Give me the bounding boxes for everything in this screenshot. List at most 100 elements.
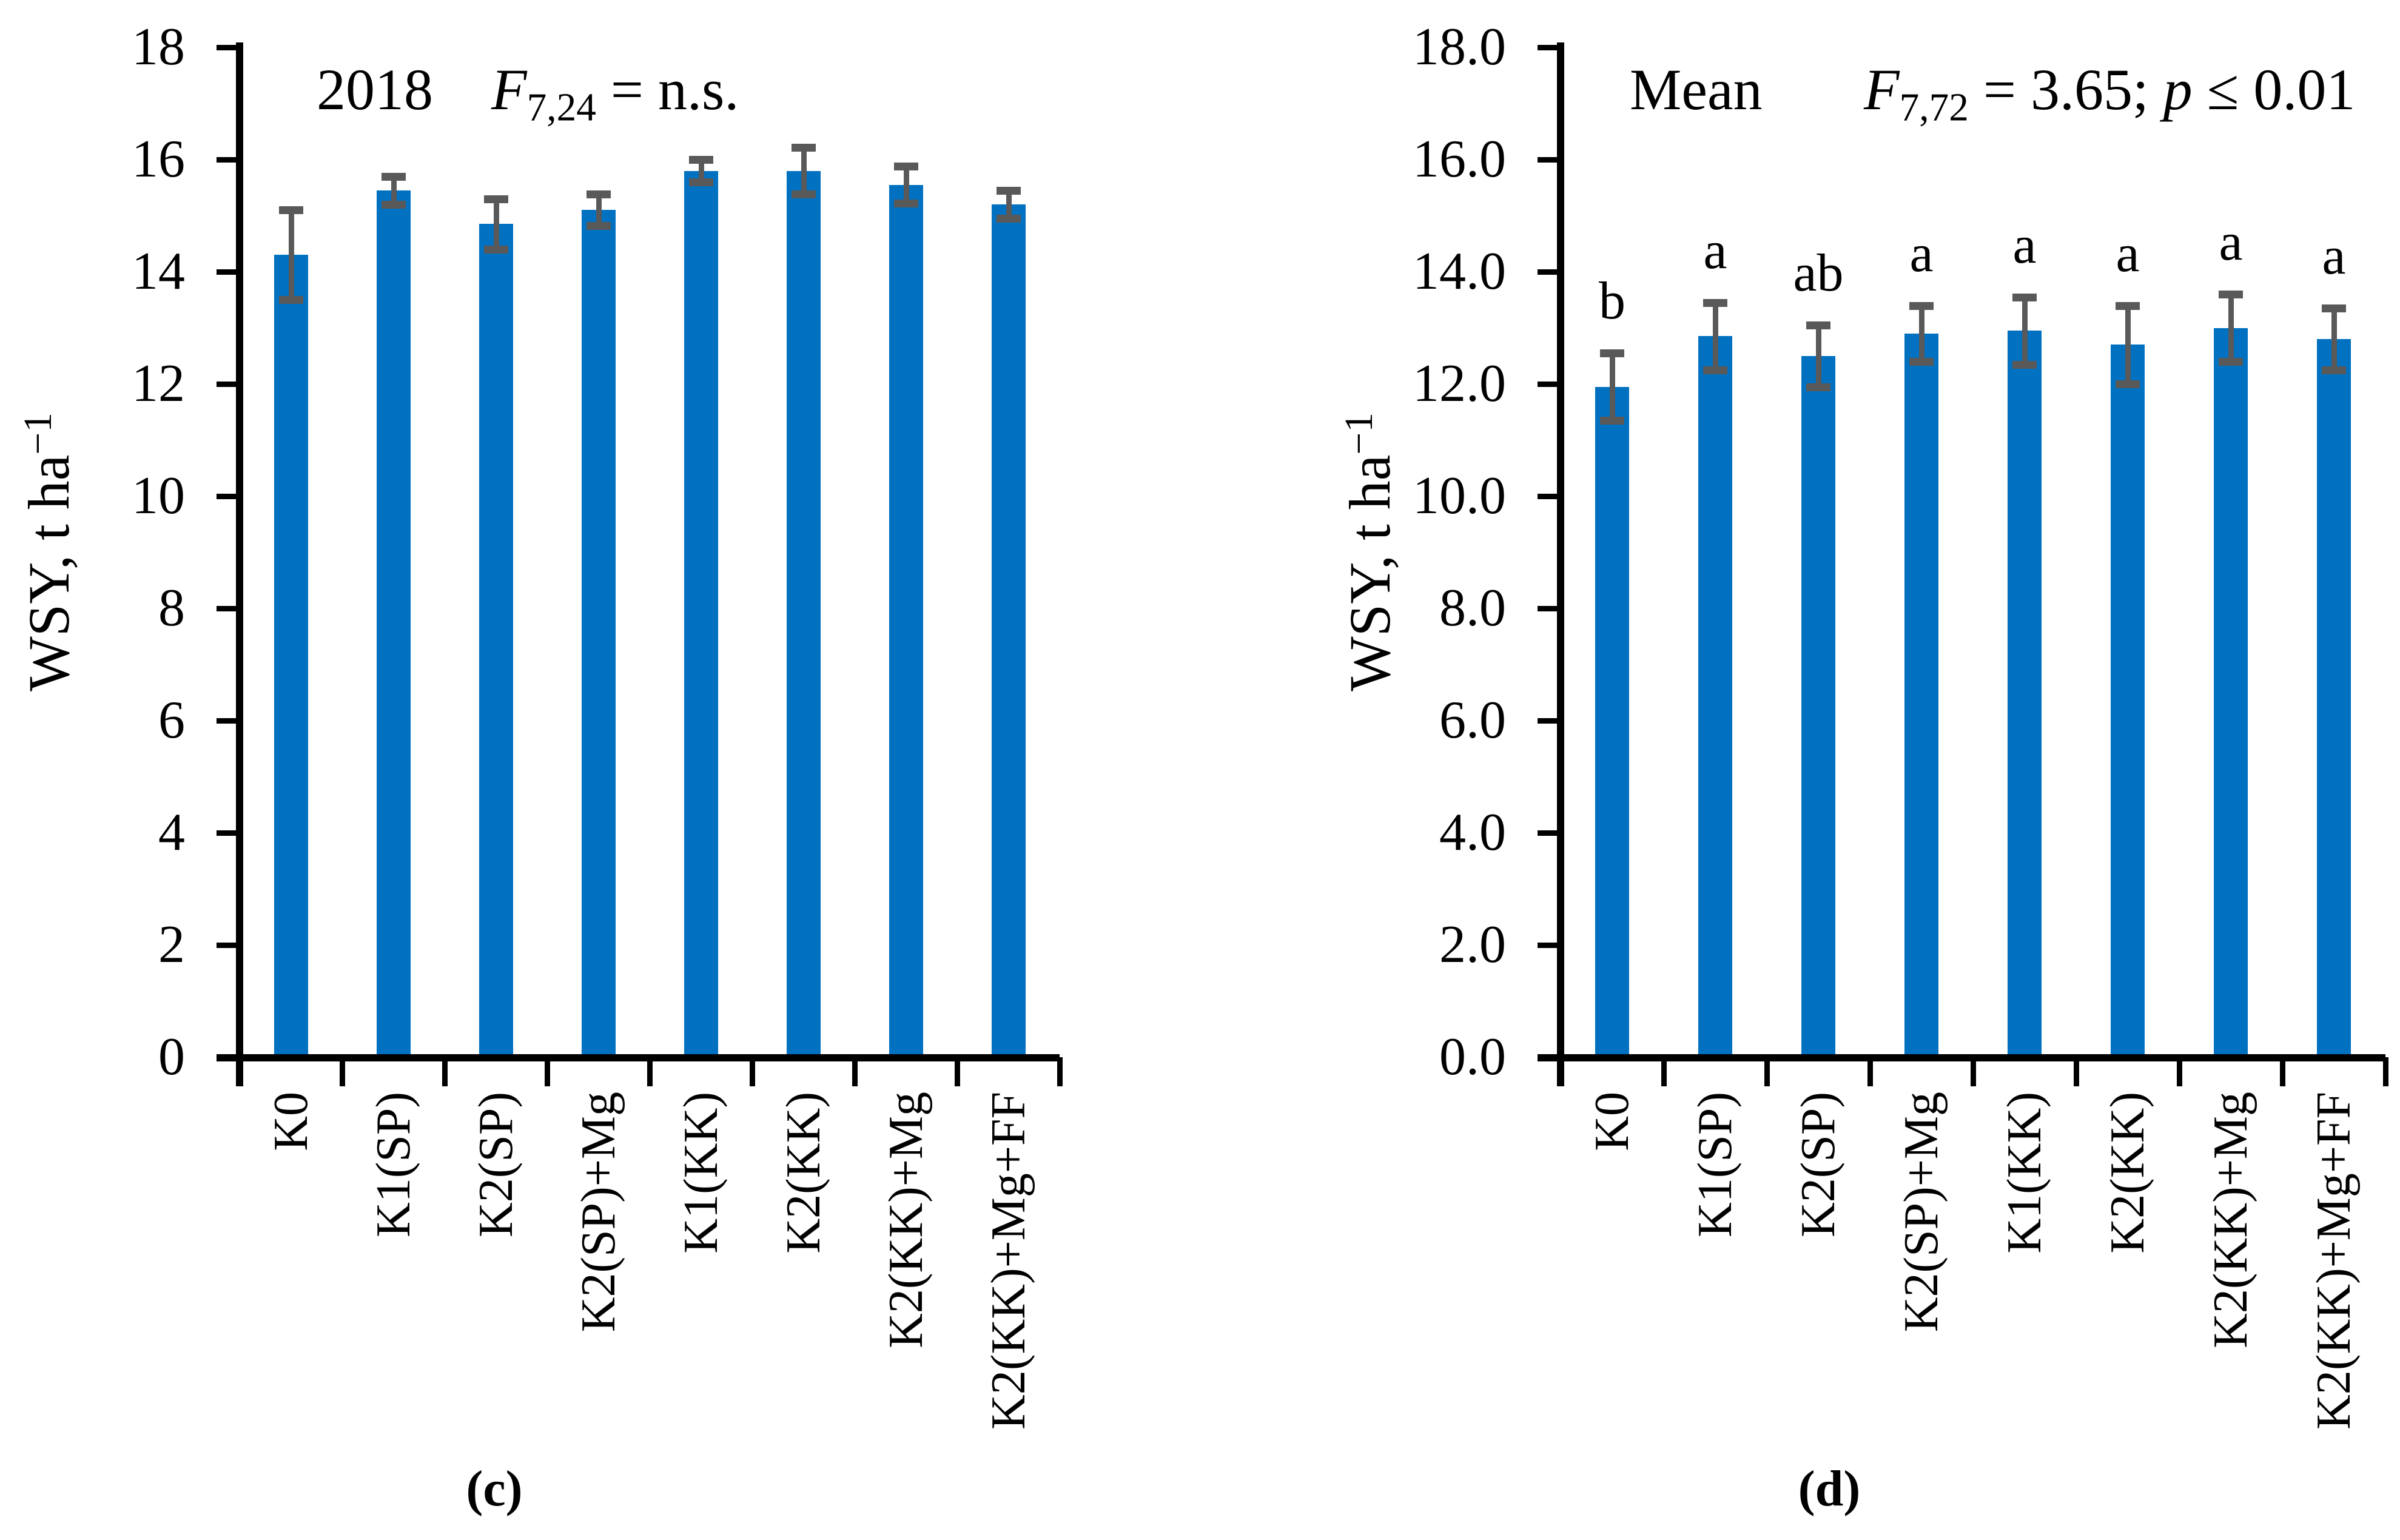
error-bar-line [1919,305,1924,361]
error-bar-line [288,210,294,300]
bar [1904,333,1938,1057]
x-category-label: K2(SP) [1792,1092,1845,1238]
x-axis-line [1538,1054,2385,1061]
text-segment: WSY, t ha [1337,454,1403,691]
y-tick-label: 4 [158,803,185,862]
error-bar-cap-bottom [2116,380,2140,388]
bar [1595,386,1629,1057]
y-axis-label: WSY, t ha−1 [5,412,82,691]
y-tick-label: 8.0 [1439,579,1506,637]
y-tick-label: 16.0 [1413,130,1506,189]
x-tick [442,1057,448,1086]
x-tick [1558,1057,1564,1086]
y-tick-label: 4.0 [1439,803,1506,862]
error-bar-cap-top [1909,301,1934,310]
error-bar-cap-bottom [483,246,508,254]
error-bar-line [698,160,704,182]
bar [889,184,923,1057]
error-bar-cap-top [1806,321,1830,329]
error-bar-cap-bottom [2012,360,2037,369]
y-tick [1538,494,1561,499]
x-category-label: K0 [1585,1092,1639,1151]
bar [479,224,513,1057]
y-tick [1538,606,1561,611]
x-category-label: K2(KK)+Mg+FF [2307,1092,2361,1430]
text-segment: −1 [16,412,60,455]
caption-d: (d) [1798,1461,1861,1517]
bar [2008,331,2042,1057]
x-category-label: K0 [264,1092,318,1151]
x-tick [2383,1057,2388,1086]
x-tick [955,1057,960,1086]
y-tick [217,382,240,387]
error-bar-cap-top [688,156,713,164]
bar [1698,336,1732,1057]
x-tick [750,1057,755,1086]
x-category-label: K2(KK) [2101,1092,2154,1254]
x-axis-line [217,1054,1060,1061]
text-segment: −1 [1337,412,1381,455]
error-bar-cap-top [893,163,918,171]
bar [786,170,821,1057]
error-bar-line [2331,308,2337,370]
y-tick-label: 6.0 [1439,691,1506,750]
y-tick-label: 10.0 [1413,466,1506,525]
error-bar-cap-bottom [2322,366,2346,374]
bar [991,204,1026,1057]
f-statistic: F7,72 = 3.65; p ≤ 0.01 [1864,53,2355,144]
error-bar-line [801,147,807,195]
y-tick [217,718,240,724]
y-tick-label: 14.0 [1413,242,1506,301]
text-segment: WSY, t ha [16,454,82,691]
error-bar-line [493,198,499,249]
error-bar-cap-bottom [688,178,713,186]
x-category-label: K2(KK)+Mg+FF [981,1092,1035,1430]
y-tick-label: 18 [132,18,185,76]
y-tick [1538,943,1561,948]
bar [2317,339,2351,1057]
x-category-label: K2(SP)+Mg [571,1092,625,1333]
x-category-label: K1(KK) [674,1092,728,1254]
y-tick [217,1055,240,1060]
y-tick-label: 12.0 [1413,354,1506,413]
y-tick [217,830,240,836]
x-category-label: K1(SP) [1689,1092,1742,1238]
significance-letter: a [2219,213,2243,272]
text-segment: ≤ 0.01 [2192,57,2356,122]
x-tick [1867,1057,1873,1086]
significance-letter: a [1703,221,1727,280]
error-bar-line [1610,353,1615,421]
x-tick [545,1057,550,1086]
y-tick [217,606,240,611]
significance-letter: a [1909,224,1934,283]
y-tick-label: 18.0 [1413,18,1506,76]
y-tick [217,157,240,163]
bar [2214,328,2248,1057]
x-category-label: K2(KK)+Mg [879,1092,933,1348]
error-bar-cap-bottom [996,215,1021,223]
error-bar-line [596,194,602,226]
error-bar-cap-bottom [586,222,611,230]
error-bar-cap-bottom [893,200,918,208]
x-tick [340,1057,345,1086]
error-bar-line [2228,294,2234,361]
text-segment: p [2163,57,2193,122]
x-tick [1661,1057,1667,1086]
error-bar-cap-bottom [2219,358,2243,366]
error-bar-cap-bottom [1600,417,1624,425]
error-bar-cap-bottom [1909,358,1934,366]
chart-title: Mean [1630,57,1763,122]
y-tick-label: 0.0 [1439,1027,1506,1086]
x-category-label: K1(SP) [366,1092,420,1238]
error-bar-cap-top [1703,298,1727,307]
error-bar-cap-top [2219,291,2243,298]
x-tick [647,1057,653,1086]
y-tick-label: 10 [132,466,185,525]
text-segment: = n.s. [596,57,739,122]
error-bar-cap-top [791,143,816,152]
error-bar-line [2022,297,2028,365]
y-tick [1538,269,1561,275]
y-tick [217,45,240,50]
text-segment: 7,72 [1899,86,1969,130]
text-segment: 7,24 [526,86,596,130]
